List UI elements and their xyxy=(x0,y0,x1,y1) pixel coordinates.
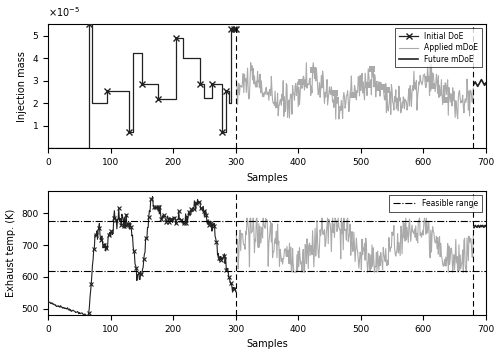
Legend: Initial DoE, Applied mDoE, Future mDoE: Initial DoE, Applied mDoE, Future mDoE xyxy=(395,28,482,67)
Y-axis label: Exhaust temp. (K): Exhaust temp. (K) xyxy=(6,209,16,297)
X-axis label: Samples: Samples xyxy=(246,173,288,183)
Y-axis label: Injection mass: Injection mass xyxy=(17,51,27,122)
Legend: Feasible range: Feasible range xyxy=(389,195,482,212)
X-axis label: Samples: Samples xyxy=(246,339,288,349)
Text: $\times10^{-5}$: $\times10^{-5}$ xyxy=(48,6,80,20)
